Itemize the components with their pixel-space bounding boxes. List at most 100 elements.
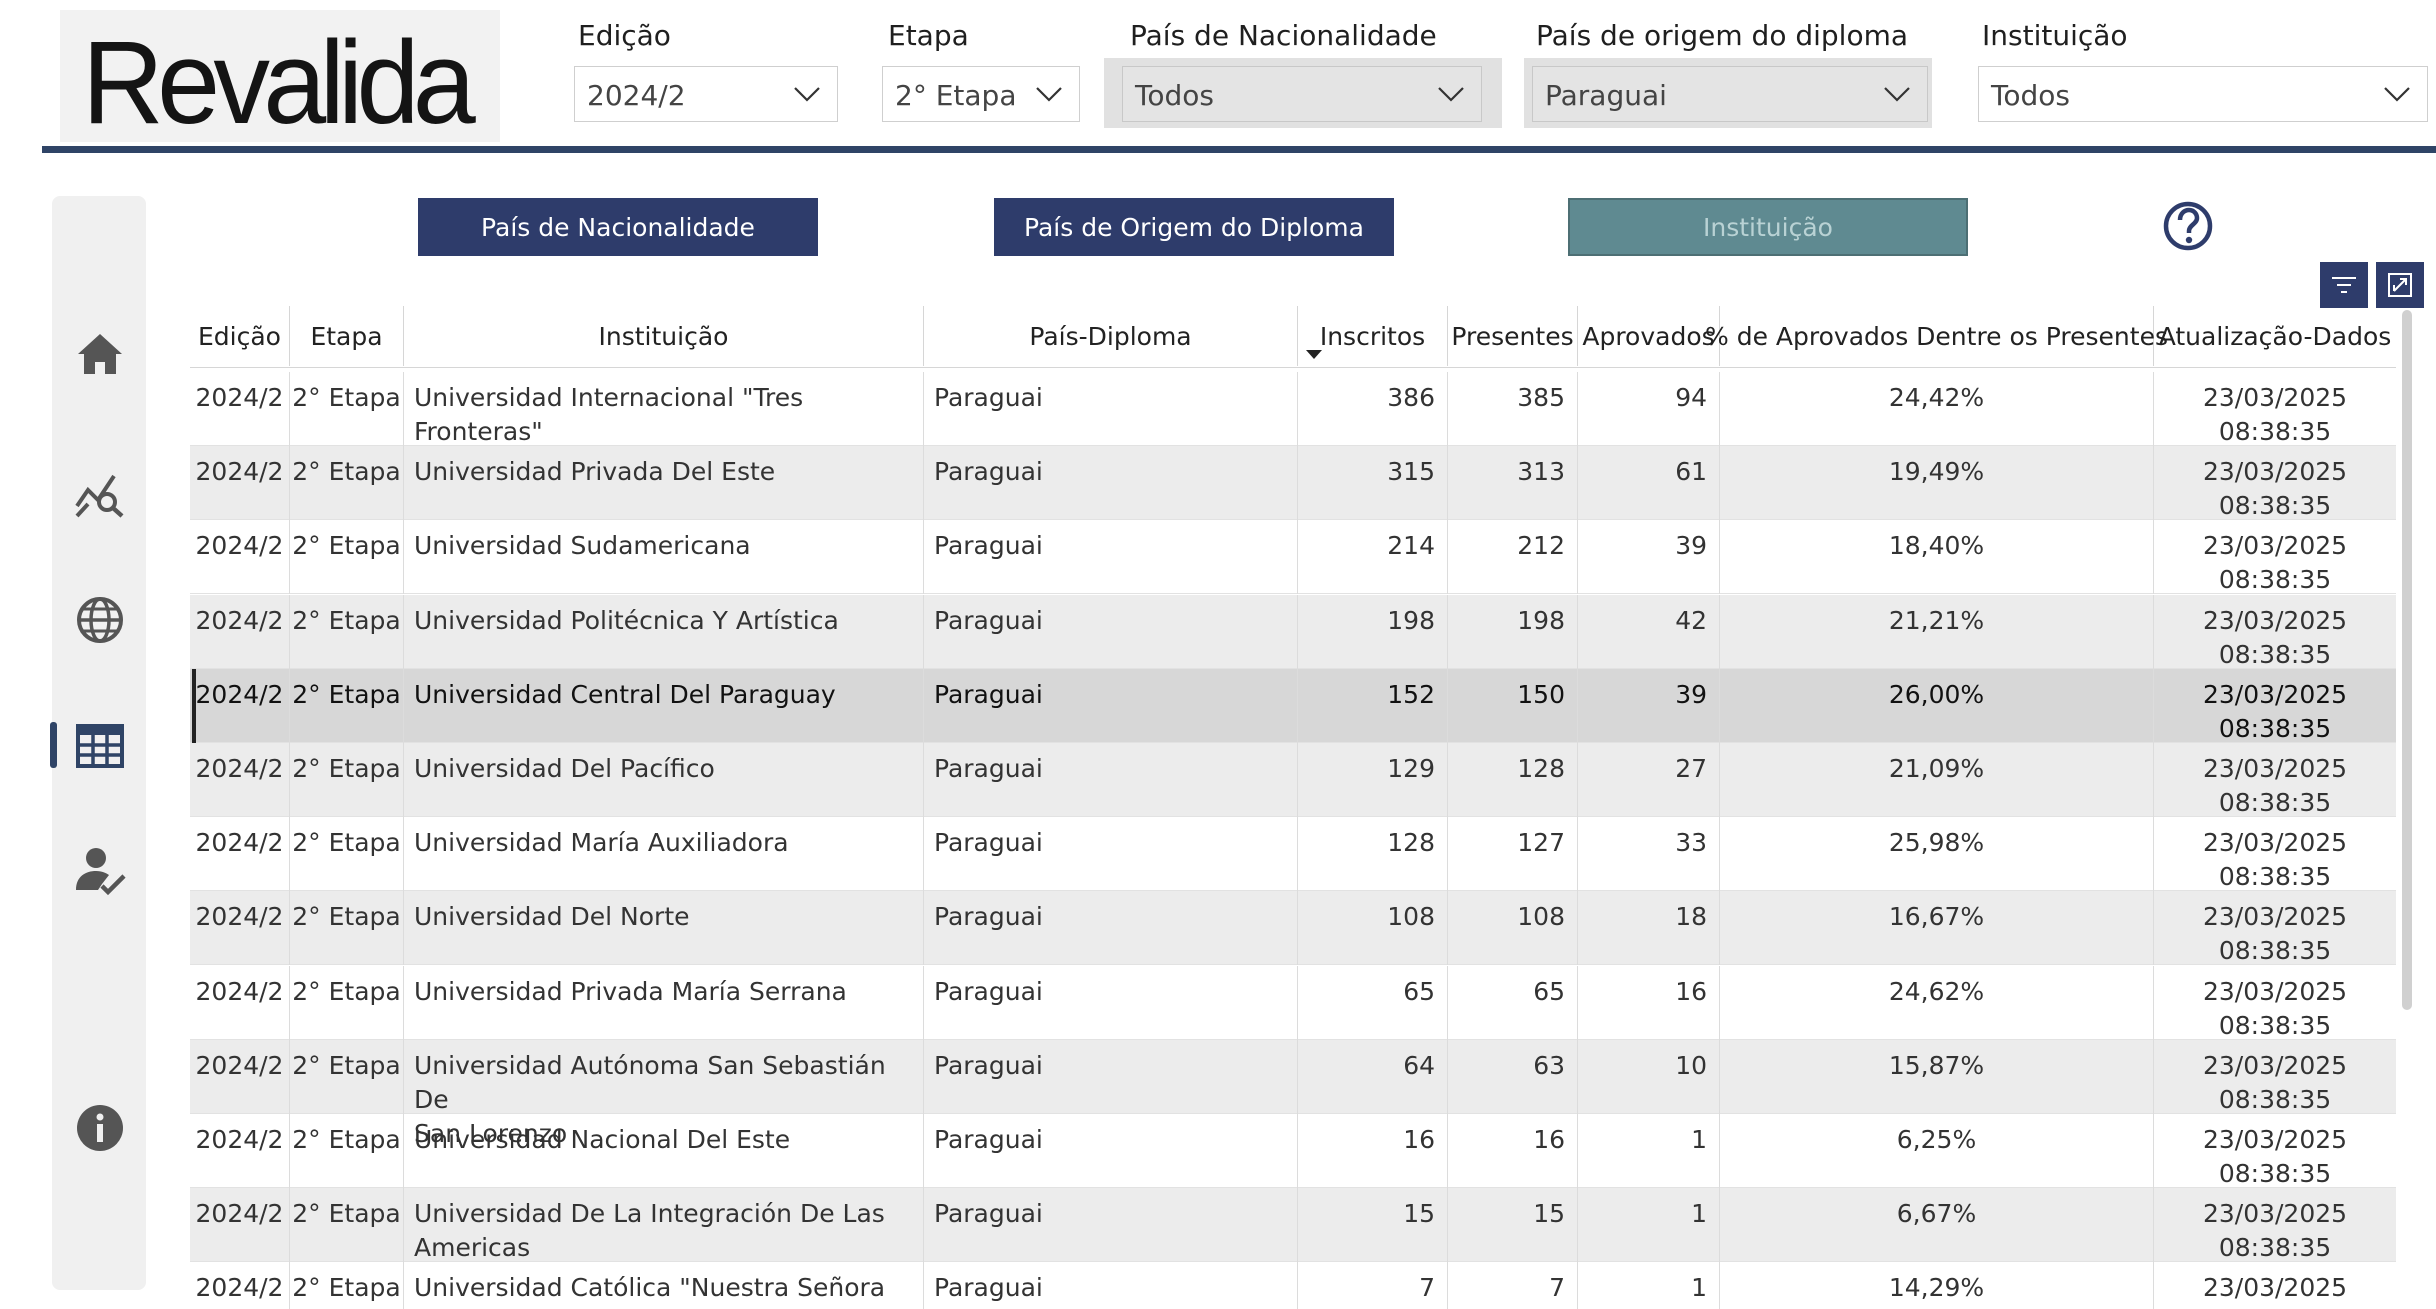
filter-label-instituicao: Instituição <box>1982 19 2128 52</box>
help-icon[interactable] <box>2162 200 2214 252</box>
table-row[interactable]: 2024/2 2° Etapa Universidad Católica "Nues… <box>190 1262 2396 1309</box>
update-date: 23/03/2025 <box>2202 457 2348 486</box>
cell-pais-diploma: Paraguai <box>924 595 1298 669</box>
cell-inscritos: 15 <box>1298 1188 1448 1262</box>
cell-aprovados: 10 <box>1578 1040 1720 1114</box>
cell-pct-aprovados: 25,98% <box>1720 817 2154 891</box>
cell-edicao: 2024/2 <box>190 743 290 817</box>
cell-pais-diploma: Paraguai <box>924 1114 1298 1188</box>
dropdown-instituicao[interactable]: Todos <box>1978 66 2428 122</box>
cell-atualizacao: 23/03/2025 08:38:35 <box>2154 891 2396 965</box>
chart-search-icon[interactable] <box>74 468 126 520</box>
table-row[interactable]: 2024/2 2° Etapa Universidad Privada María … <box>190 966 2396 1040</box>
cell-instituicao: Universidad Politécnica Y Artística <box>404 595 924 669</box>
sort-descending-icon <box>1306 350 1322 359</box>
home-icon[interactable] <box>74 328 126 380</box>
info-icon[interactable] <box>74 1102 126 1154</box>
cell-pais-diploma: Paraguai <box>924 1262 1298 1309</box>
dropdown-nacionalidade[interactable]: Todos <box>1122 66 1482 122</box>
table-row[interactable]: 2024/2 2° Etapa Universidad Sudamericana Pa… <box>190 520 2396 594</box>
update-date: 23/03/2025 <box>2202 606 2348 635</box>
update-date: 23/03/2025 <box>2202 1199 2348 1228</box>
institution-name-line: Universidad Nacional Del Este <box>414 1125 791 1154</box>
cell-atualizacao: 23/03/2025 08:38:35 <box>2154 372 2396 446</box>
cell-pct-aprovados: 21,21% <box>1720 595 2154 669</box>
cell-etapa: 2° Etapa <box>290 669 404 743</box>
table-row[interactable]: 2024/2 2° Etapa Universidad Internacional … <box>190 372 2396 446</box>
cell-pct-aprovados: 6,25% <box>1720 1114 2154 1188</box>
column-header-edicao[interactable]: Edição <box>190 306 290 366</box>
dropdown-edicao[interactable]: 2024/2 <box>574 66 838 122</box>
logo-text: Revalida <box>82 17 476 149</box>
cell-pais-diploma: Paraguai <box>924 743 1298 817</box>
cell-etapa: 2° Etapa <box>290 743 404 817</box>
institution-name-line: San Lorenzo <box>414 1119 568 1148</box>
focus-mode-button[interactable] <box>2376 262 2424 308</box>
update-date: 23/03/2025 <box>2202 1125 2348 1154</box>
institution-name-line: Universidad Del Norte <box>414 902 690 931</box>
table-row[interactable]: 2024/2 2° Etapa Universidad Del Pacífico Pa… <box>190 743 2396 817</box>
column-header-etapa[interactable]: Etapa <box>290 306 404 366</box>
cell-atualizacao: 23/03/2025 08:38:35 <box>2154 520 2396 594</box>
update-date: 23/03/2025 <box>2202 828 2348 857</box>
update-time: 08:38:35 <box>2218 640 2332 669</box>
update-date: 23/03/2025 <box>2202 531 2348 560</box>
filter-visual-button[interactable] <box>2320 262 2368 308</box>
table-icon[interactable] <box>74 720 126 772</box>
cell-pais-diploma: Paraguai <box>924 669 1298 743</box>
cell-atualizacao: 23/03/2025 <box>2154 1262 2396 1309</box>
dropdown-origem-diploma[interactable]: Paraguai <box>1532 66 1928 122</box>
cell-pais-diploma: Paraguai <box>924 966 1298 1040</box>
cell-atualizacao: 23/03/2025 08:38:35 <box>2154 817 2396 891</box>
table-row[interactable]: 2024/2 2° Etapa Universidad De La Integrac… <box>190 1188 2396 1262</box>
table-row[interactable]: 2024/2 2° Etapa Universidad María Auxiliad… <box>190 817 2396 891</box>
cell-pct-aprovados: 18,40% <box>1720 520 2154 594</box>
table-row[interactable]: 2024/2 2° Etapa Universidad Central Del Pa… <box>190 669 2396 743</box>
table-row[interactable]: 2024/2 2° Etapa Universidad Privada Del Es… <box>190 446 2396 520</box>
filter-lines-icon <box>2332 277 2356 293</box>
nav-button-nacionalidade[interactable]: País de Nacionalidade <box>418 198 818 256</box>
institution-name-line: Universidad Católica "Nuestra Señora De … <box>414 1273 886 1309</box>
column-header-aprovados[interactable]: Aprovados <box>1578 306 1720 366</box>
cell-presentes: 15 <box>1448 1188 1578 1262</box>
cell-instituicao: Universidad Del Norte <box>404 891 924 965</box>
table-row[interactable]: 2024/2 2° Etapa Universidad Autónoma San S… <box>190 1040 2396 1148</box>
cell-inscritos: 128 <box>1298 817 1448 891</box>
column-header-presentes[interactable]: Presentes <box>1448 306 1578 366</box>
globe-icon[interactable] <box>74 594 126 646</box>
cell-edicao: 2024/2 <box>190 1262 290 1309</box>
cell-pct-aprovados: 21,09% <box>1720 743 2154 817</box>
cell-aprovados: 39 <box>1578 520 1720 594</box>
table-row[interactable]: 2024/2 2° Etapa Universidad Nacional Del E… <box>190 1114 2396 1188</box>
cell-pct-aprovados: 15,87% <box>1720 1040 2154 1114</box>
column-header-atualizacao[interactable]: Atualização-Dados <box>2158 321 2392 351</box>
cell-instituicao: Universidad Privada Del Este <box>404 446 924 520</box>
cell-instituicao: Universidad Del Pacífico <box>404 743 924 817</box>
column-header-instituicao[interactable]: Instituição <box>404 306 924 366</box>
cell-pais-diploma: Paraguai <box>924 446 1298 520</box>
cell-presentes: 313 <box>1448 446 1578 520</box>
logo: Revalida <box>60 10 500 142</box>
chevron-down-icon <box>2384 87 2410 102</box>
cell-edicao: 2024/2 <box>190 1114 290 1188</box>
cell-atualizacao: 23/03/2025 08:38:35 <box>2154 743 2396 817</box>
column-header-inscritos[interactable]: Inscritos <box>1298 306 1448 366</box>
nav-button-origem-diploma[interactable]: País de Origem do Diploma <box>994 198 1394 256</box>
institution-name-line: Universidad María Auxiliadora <box>414 828 789 857</box>
table-row[interactable]: 2024/2 2° Etapa Universidad Politécnica Y … <box>190 595 2396 669</box>
dropdown-nacionalidade-value: Todos <box>1135 78 1214 112</box>
nav-button-instituicao[interactable]: Instituição <box>1568 198 1968 256</box>
sidebar-active-indicator <box>50 722 57 768</box>
cell-inscritos: 129 <box>1298 743 1448 817</box>
cell-inscritos: 152 <box>1298 669 1448 743</box>
dropdown-etapa[interactable]: 2° Etapa <box>882 66 1080 122</box>
table-row[interactable]: 2024/2 2° Etapa Universidad Del Norte Parag… <box>190 891 2396 965</box>
cell-edicao: 2024/2 <box>190 891 290 965</box>
column-header-pct-aprovados[interactable]: % de Aprovados Dentre os Presentes <box>1705 306 2168 366</box>
cell-instituicao: Universidad De La Integración De Las Amer… <box>404 1188 924 1262</box>
user-check-icon[interactable] <box>74 844 126 896</box>
column-header-pais-diploma[interactable]: País-Diploma <box>924 306 1298 366</box>
institution-name-line: Universidad Internacional "Tres Frontera… <box>414 383 804 446</box>
cell-aprovados: 27 <box>1578 743 1720 817</box>
table-scrollbar[interactable] <box>2402 310 2412 1010</box>
